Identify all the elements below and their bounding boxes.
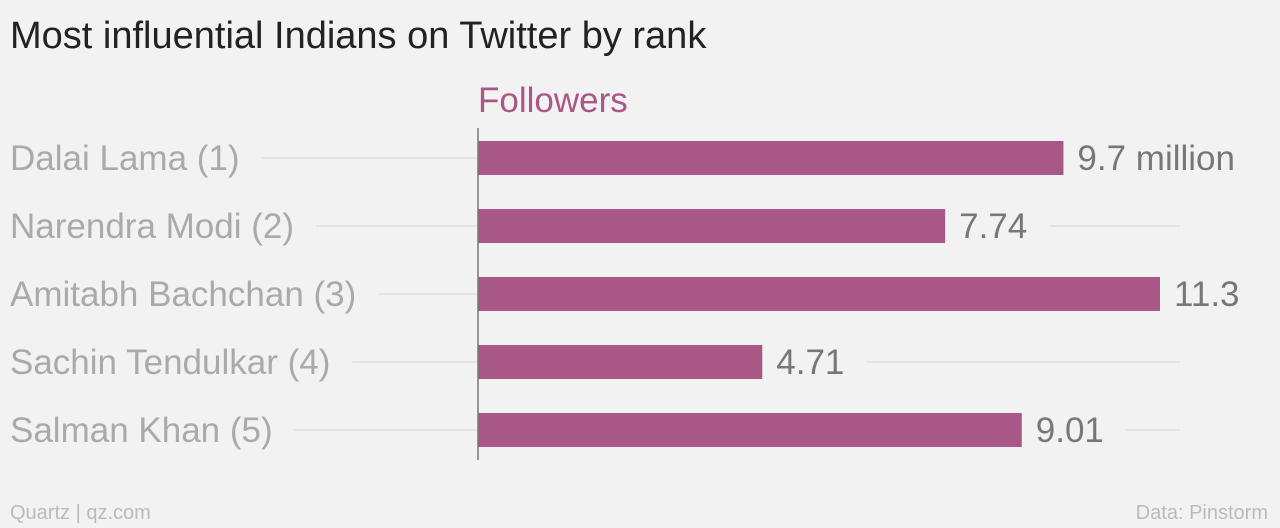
series-header: Followers	[478, 81, 628, 120]
category-label: Dalai Lama (1)	[10, 139, 240, 178]
category-label: Sachin Tendulkar (4)	[10, 343, 330, 382]
value-label: 7.74	[959, 207, 1027, 246]
bar	[478, 141, 1064, 175]
category-label: Narendra Modi (2)	[10, 207, 294, 246]
category-label: Salman Khan (5)	[10, 411, 273, 450]
category-label: Amitabh Bachchan (3)	[10, 275, 356, 314]
bars	[478, 141, 1160, 447]
bar	[478, 277, 1160, 311]
footer-credit: Quartz | qz.com	[10, 502, 151, 524]
bar	[478, 345, 763, 379]
category-labels: Dalai Lama (1) Narendra Modi (2) Amitabh B…	[10, 139, 356, 450]
value-label: 9.01	[1036, 411, 1104, 450]
value-label: 9.7 million	[1077, 139, 1235, 178]
bar	[478, 413, 1022, 447]
value-label: 4.71	[776, 343, 844, 382]
chart-title: Most influential Indians on Twitter by r…	[10, 15, 707, 57]
footer-source: Data: Pinstorm	[1135, 502, 1268, 524]
value-labels: 9.7 million 7.74 11.3 4.71 9.01	[776, 139, 1239, 450]
label-guide-lines	[261, 157, 1180, 431]
bar	[478, 209, 946, 243]
value-label: 11.3	[1174, 275, 1240, 314]
